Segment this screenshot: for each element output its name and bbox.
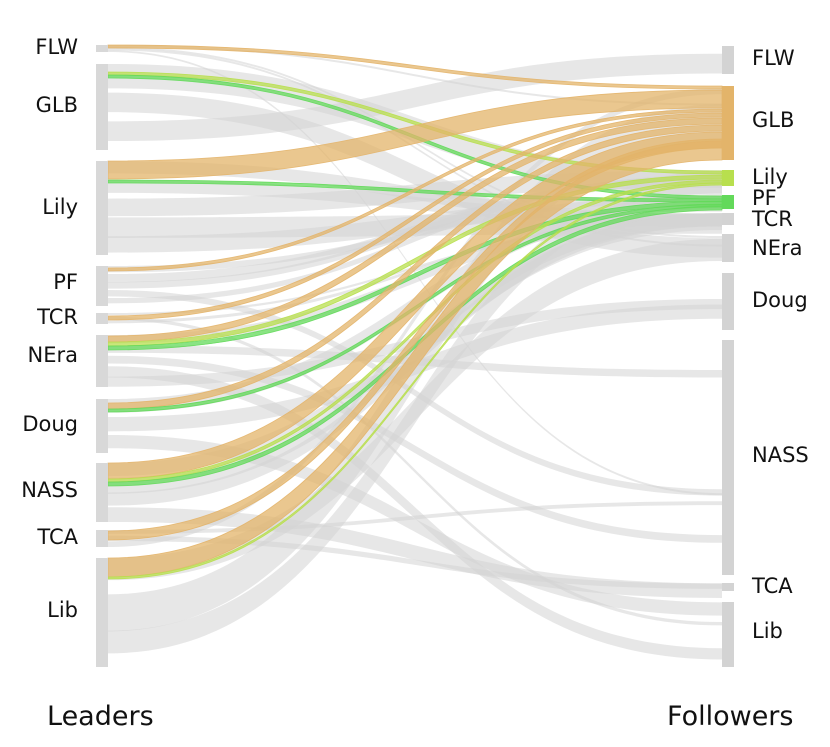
leader-label-nera: NEra <box>28 343 78 367</box>
leader-label-lily: Lily <box>42 195 78 219</box>
leader-label-glb: GLB <box>36 93 78 117</box>
follower-label-tcr: TCR <box>751 207 793 231</box>
leader-labels: FLW GLB Lily PF TCR NEra Doug NASS TCA Lib <box>21 35 78 622</box>
follower-node-tca <box>722 583 734 591</box>
follower-label-lily: Lily <box>752 165 788 189</box>
follower-label-flw: FLW <box>752 46 795 70</box>
follower-label-nera: NEra <box>752 236 802 260</box>
flow-tca-to-tca <box>108 535 722 589</box>
leader-node-nass <box>96 463 108 522</box>
follower-node-nera <box>722 234 734 262</box>
leader-label-lib: Lib <box>47 598 78 622</box>
follower-node-lily <box>722 170 734 186</box>
follower-label-pf: PF <box>752 186 777 210</box>
flow-flw-to-nera <box>108 48 722 247</box>
leader-nodes <box>96 45 108 667</box>
flow-flw-to-glb <box>108 45 722 106</box>
follower-node-nass <box>722 340 734 575</box>
follower-label-lib: Lib <box>752 619 783 643</box>
follower-label-glb: GLB <box>752 108 794 132</box>
follower-node-doug <box>722 273 734 330</box>
leader-node-flw <box>96 45 108 52</box>
leader-label-nass: NASS <box>21 478 78 502</box>
flow-nera-to-tcr <box>108 213 722 344</box>
flow-tcr-to-lib <box>108 316 722 626</box>
leader-node-tcr <box>96 313 108 324</box>
leader-node-doug <box>96 399 108 453</box>
leader-label-tca: TCA <box>36 525 78 549</box>
follower-nodes <box>722 46 734 667</box>
followers-title: Followers <box>667 701 793 732</box>
flow-nera-to-lib <box>108 366 722 660</box>
flow-flw-to-nass <box>108 50 722 496</box>
follower-node-glb <box>722 86 734 160</box>
flow-pf-to-lily <box>108 174 722 304</box>
flow-tca-to-glb <box>108 88 722 548</box>
flow-pf-to-nass <box>108 290 722 496</box>
highlight-flow-nass-to-pf <box>107 205 723 487</box>
leader-node-glb <box>96 64 108 150</box>
flow-nera-to-nass <box>108 355 722 543</box>
leader-label-flw: FLW <box>35 35 78 59</box>
follower-node-flw <box>722 46 734 74</box>
leader-node-tca <box>96 530 108 547</box>
leader-label-tcr: TCR <box>36 305 78 329</box>
follower-node-lib <box>722 602 734 667</box>
leader-label-doug: Doug <box>22 412 78 436</box>
flow-lib-to-lily <box>108 170 722 654</box>
leader-node-pf <box>96 266 108 306</box>
follower-node-pf <box>722 195 734 209</box>
leader-label-pf: PF <box>53 270 78 294</box>
flow-glb-to-flw <box>108 53 722 142</box>
flow-tca-to-nass <box>108 501 722 534</box>
flow-lily-to-pf <box>108 195 722 253</box>
flow-doug-to-lib <box>108 435 722 616</box>
leader-node-lib <box>96 558 108 667</box>
leaders-title: Leaders <box>47 701 154 732</box>
follower-label-doug: Doug <box>752 288 808 312</box>
follower-node-tcr <box>722 213 734 225</box>
leader-node-nera <box>96 335 108 387</box>
leader-node-lily <box>96 161 108 255</box>
follower-label-nass: NASS <box>752 443 809 467</box>
follower-label-tca: TCA <box>751 574 793 598</box>
flow-glb-to-nera <box>108 92 722 258</box>
